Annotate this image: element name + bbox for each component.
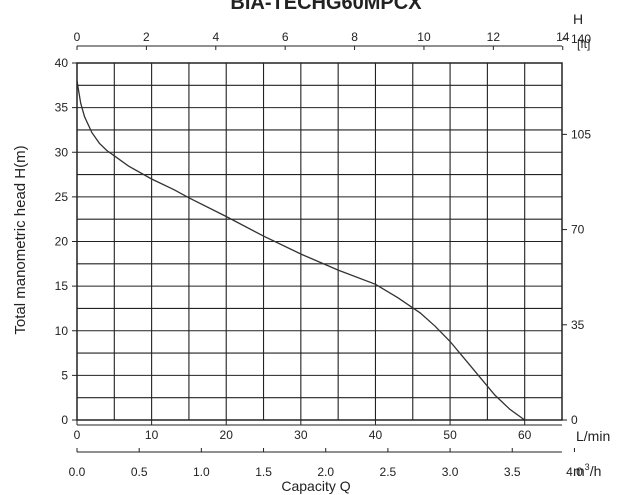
- x-tick-label: 0: [74, 428, 81, 442]
- top-axis-ft: 0 2 4 6 8 10 12 14: [74, 30, 570, 50]
- m3h-tick-label: 0.0: [69, 465, 86, 479]
- x-tick-label: 60: [518, 428, 532, 442]
- bottom-axis-lmin: 0 10 20 30 40 50 60: [74, 420, 562, 442]
- x-tick-label: 20: [220, 428, 234, 442]
- y-tick-label: 20: [55, 235, 69, 249]
- x-tick-label: 40: [369, 428, 383, 442]
- m3h-tick-label: 4.0: [566, 465, 583, 479]
- m3h-tick-label: 3.5: [504, 465, 521, 479]
- y-tick-label: 25: [55, 190, 69, 204]
- top-tick-label: 12: [487, 30, 501, 44]
- m3h-tick-label: 2.0: [317, 465, 334, 479]
- right-axis-h-label: H: [573, 11, 583, 27]
- m3h-tick-label: 3.0: [442, 465, 459, 479]
- top-tick-label: 4: [212, 30, 219, 44]
- y-tick-label: 0: [61, 413, 68, 427]
- y-right-tick-label: 70: [571, 223, 585, 237]
- top-tick-label: 14: [556, 30, 570, 44]
- x-unit-m3h-sup: 3: [585, 462, 590, 472]
- right-axis-unit: [ft]: [577, 37, 590, 51]
- y-tick-label: 5: [61, 368, 68, 382]
- y-tick-label: 15: [55, 279, 69, 293]
- grid-lines: [77, 63, 562, 420]
- performance-curve: [76, 80, 526, 421]
- y-tick-label: 30: [55, 145, 69, 159]
- x-tick-label: 50: [443, 428, 457, 442]
- y-axis-label: Total manometric head H(m): [12, 145, 29, 334]
- m3h-tick-label: 2.5: [380, 465, 397, 479]
- m3h-tick-label: 0.5: [131, 465, 148, 479]
- x-unit-m3h-tail: /h: [590, 463, 602, 479]
- m3h-tick-label: 1.0: [193, 465, 210, 479]
- top-tick-label: 0: [74, 30, 81, 44]
- x-axis-label: Capacity Q: [281, 478, 350, 494]
- chart-title: BIA-TECHG60MPCX: [230, 0, 422, 14]
- y-tick-label: 35: [55, 101, 69, 115]
- y-right-tick-label: 0: [571, 413, 578, 427]
- x-unit-lmin: L/min: [576, 428, 610, 444]
- x-tick-label: 30: [294, 428, 308, 442]
- left-axis-m: 0 5 10 15 20 25 30 35 40: [55, 56, 77, 427]
- y-right-tick-label: 140: [571, 32, 591, 46]
- top-tick-label: 2: [143, 30, 150, 44]
- top-tick-label: 10: [417, 30, 431, 44]
- y-tick-label: 10: [55, 324, 69, 338]
- bottom-axis-m3h: 0.0 0.5 1.0 1.5 2.0 2.5 3.0 3.5 4.0: [69, 448, 583, 479]
- top-tick-label: 6: [282, 30, 289, 44]
- y-right-tick-label: 105: [571, 127, 591, 141]
- y-tick-label: 40: [55, 56, 69, 70]
- x-unit-m3h: m3/h: [573, 462, 601, 479]
- x-unit-m3h-base: m: [573, 463, 585, 479]
- y-right-tick-label: 35: [571, 318, 585, 332]
- m3h-tick-label: 1.5: [255, 465, 272, 479]
- x-tick-label: 10: [145, 428, 159, 442]
- right-axis-ft: 0 35 70 105 140: [562, 32, 591, 427]
- top-tick-label: 8: [351, 30, 358, 44]
